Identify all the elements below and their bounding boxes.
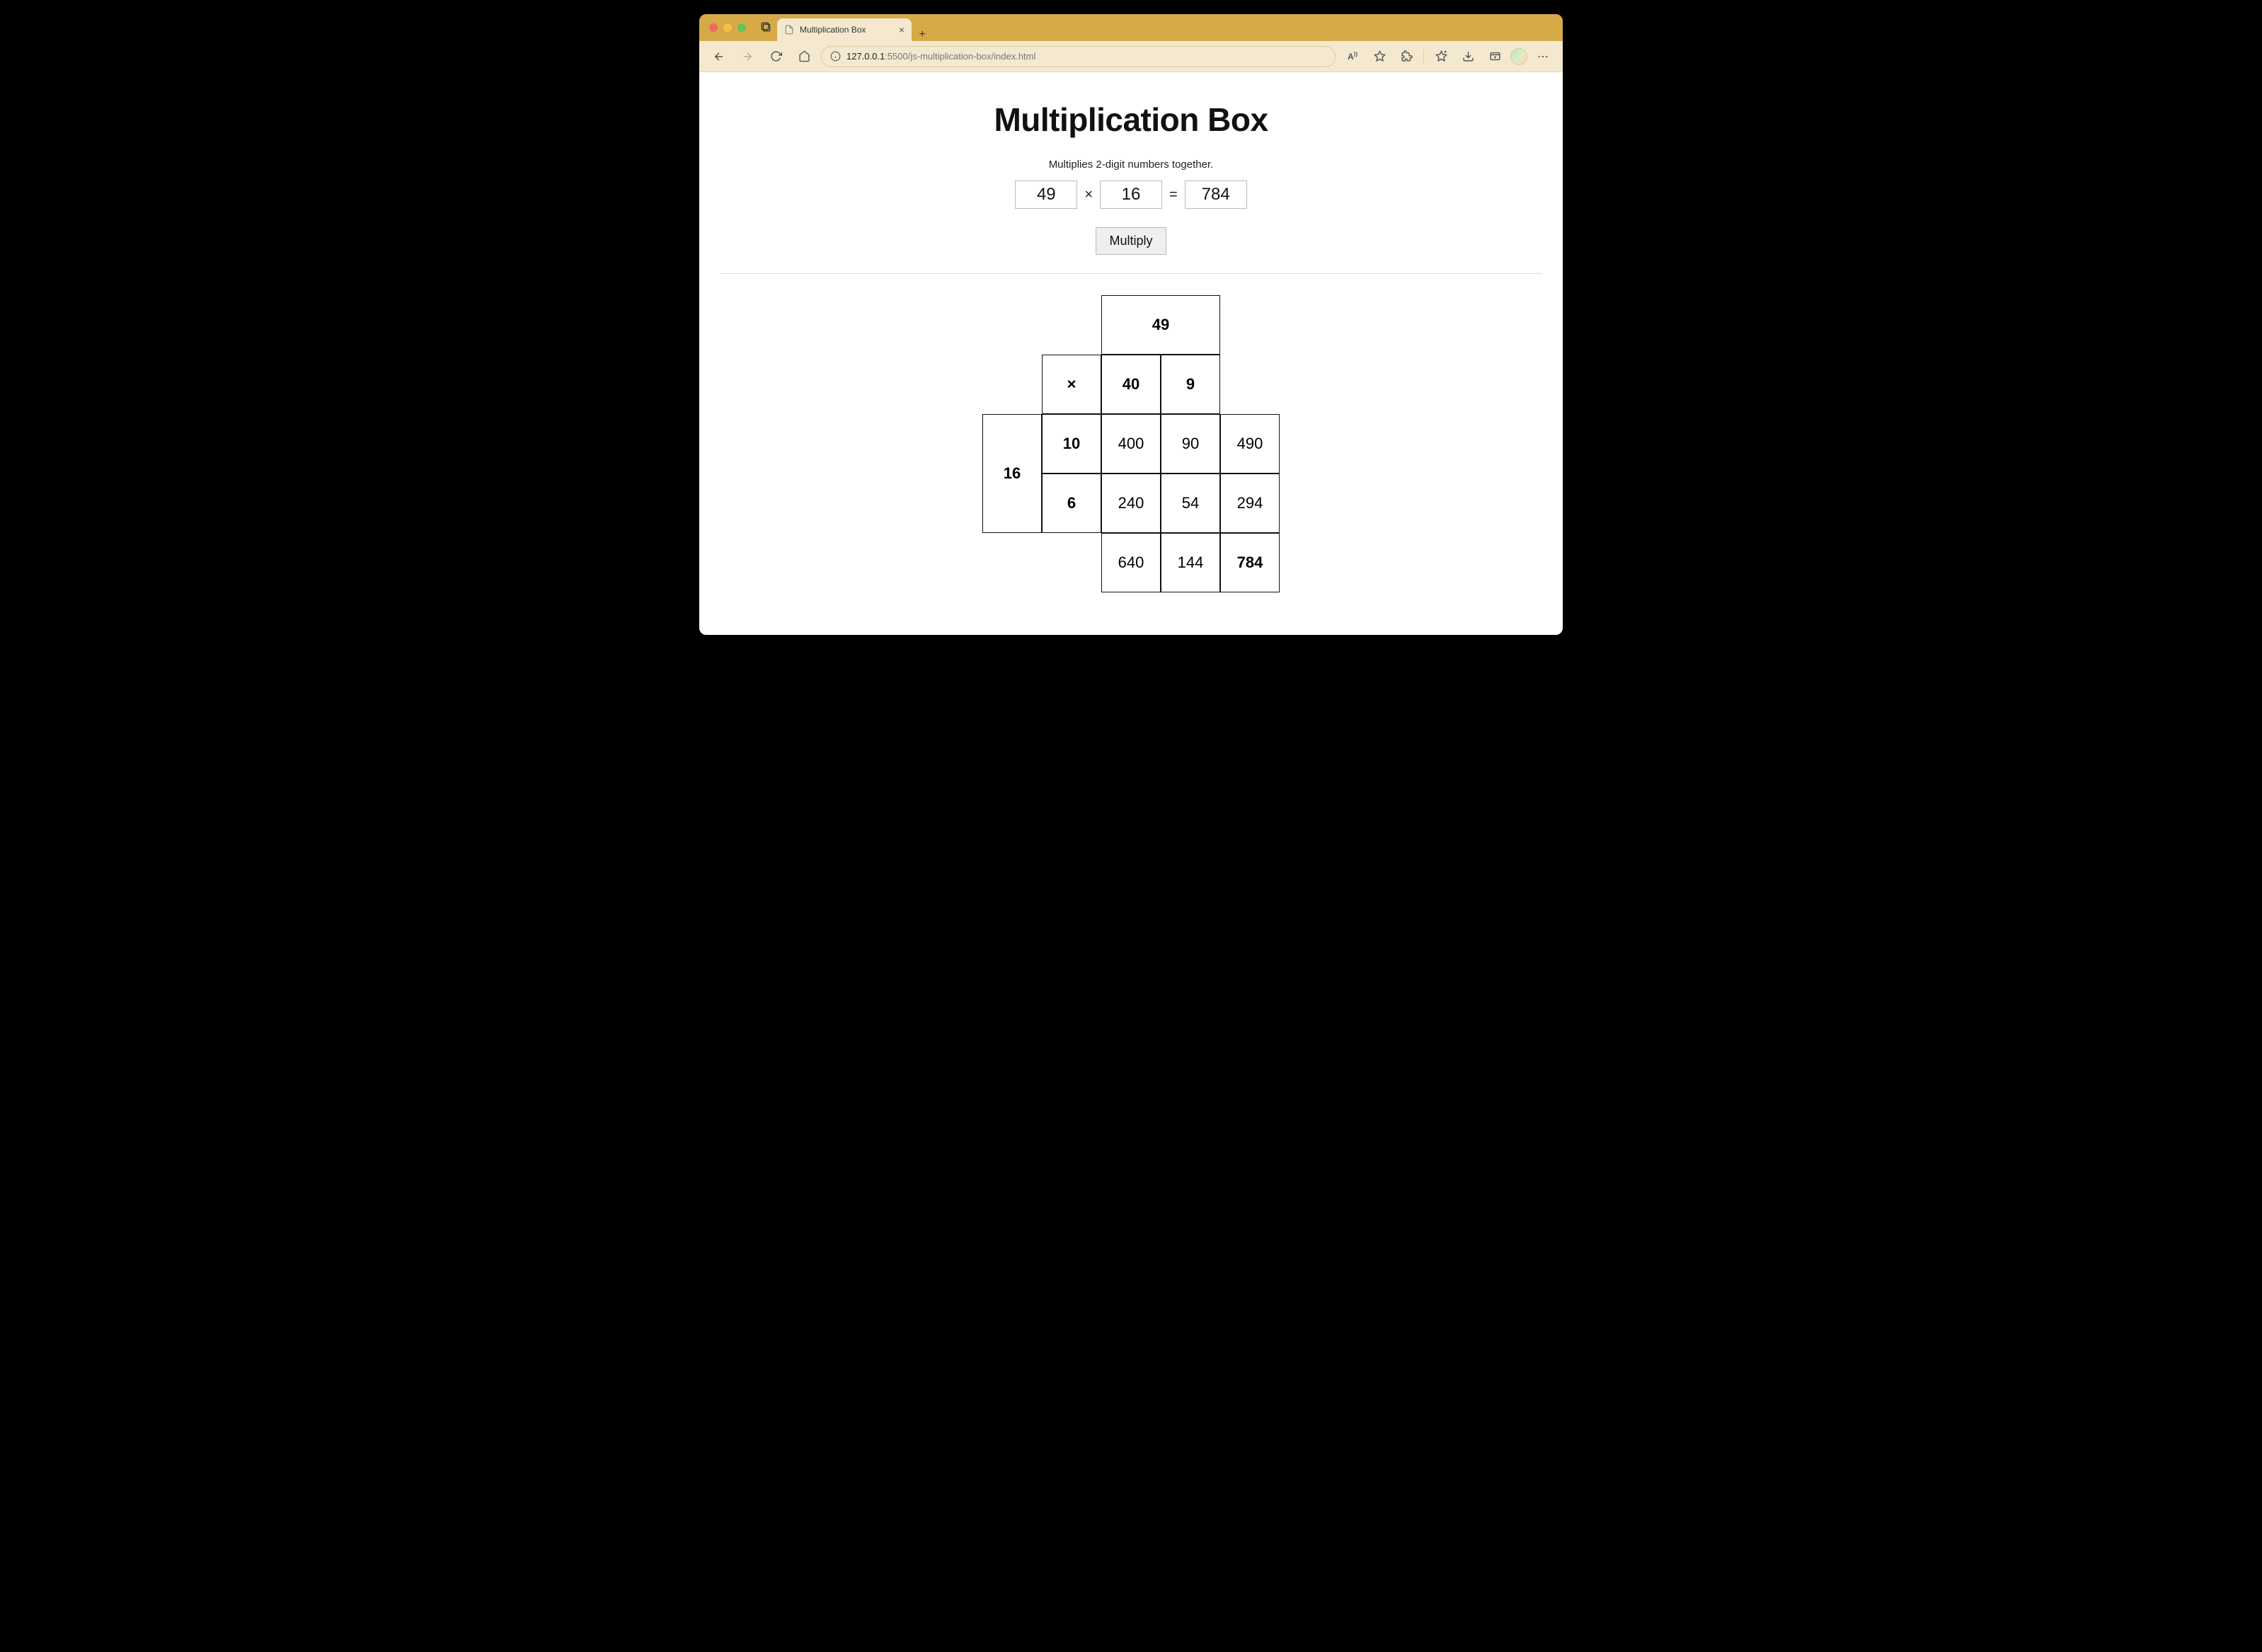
lattice-a-tens: 40	[1101, 355, 1161, 414]
page-content: Multiplication Box Multiplies 2-digit nu…	[699, 72, 1563, 635]
tab-title: Multiplication Box	[800, 25, 893, 35]
lattice-b-header: 16	[982, 414, 1042, 533]
download-icon	[1462, 50, 1474, 62]
collections-button[interactable]	[1483, 45, 1506, 68]
toolbar-divider	[1423, 50, 1424, 64]
tab-strip: Multiplication Box × +	[777, 14, 1563, 41]
page-icon	[784, 25, 794, 35]
url-text: 127.0.0.1:5500/js-multiplication-box/ind…	[846, 51, 1035, 62]
titlebar: Multiplication Box × +	[699, 14, 1563, 41]
close-tab-button[interactable]: ×	[899, 25, 905, 35]
arrow-right-icon	[741, 50, 754, 63]
separator	[720, 273, 1542, 274]
read-aloud-icon: A))	[1348, 51, 1357, 62]
more-button[interactable]	[1532, 45, 1554, 68]
url-path: :5500/js-multiplication-box/index.html	[885, 51, 1035, 62]
read-aloud-button[interactable]: A))	[1341, 45, 1364, 68]
lattice-colsum-144: 144	[1161, 533, 1220, 592]
lattice-b-ones: 6	[1042, 474, 1101, 533]
tab-overview-button[interactable]	[756, 14, 777, 41]
close-window-button[interactable]	[709, 23, 718, 32]
collections-icon	[1489, 50, 1501, 62]
lattice-grid: 49 × 40 9 16 10 400 90 490 6 240 54 294	[982, 295, 1280, 592]
puzzle-icon	[1401, 50, 1413, 62]
lattice-rowsum-490: 490	[1220, 414, 1280, 474]
lattice-container: 49 × 40 9 16 10 400 90 490 6 240 54 294	[720, 295, 1542, 592]
profile-avatar[interactable]	[1510, 48, 1527, 65]
equals-symbol: =	[1169, 187, 1178, 203]
new-tab-button[interactable]: +	[912, 28, 933, 41]
page-subtitle: Multiplies 2-digit numbers together.	[720, 159, 1542, 171]
lattice-empty	[1220, 295, 1280, 355]
lattice-b-tens: 10	[1042, 414, 1101, 474]
browser-tab-active[interactable]: Multiplication Box ×	[777, 18, 912, 41]
lattice-a-header: 49	[1101, 295, 1220, 355]
browser-window: Multiplication Box × + 127.0.0.1:5500/js…	[699, 14, 1563, 635]
lattice-p-240: 240	[1101, 474, 1161, 533]
lattice-rowsum-294: 294	[1220, 474, 1280, 533]
lattice-empty	[1042, 295, 1101, 355]
home-button[interactable]	[793, 45, 815, 68]
star-plus-icon	[1435, 50, 1447, 62]
lattice-empty	[1220, 355, 1280, 414]
star-icon	[1374, 50, 1386, 62]
lattice-times-corner: ×	[1042, 355, 1101, 414]
lattice-p-400: 400	[1101, 414, 1161, 474]
multiply-button[interactable]: Multiply	[1096, 227, 1166, 255]
result-box: 784	[1185, 180, 1247, 209]
forward-button[interactable]	[736, 45, 759, 68]
minimize-window-button[interactable]	[723, 23, 732, 32]
lattice-total: 784	[1220, 533, 1280, 592]
downloads-button[interactable]	[1457, 45, 1479, 68]
tab-stack-icon	[761, 22, 772, 33]
more-icon	[1537, 50, 1549, 63]
browser-toolbar: 127.0.0.1:5500/js-multiplication-box/ind…	[699, 41, 1563, 72]
url-host: 127.0.0.1	[846, 51, 885, 62]
times-symbol: ×	[1084, 187, 1093, 203]
address-bar[interactable]: 127.0.0.1:5500/js-multiplication-box/ind…	[821, 46, 1336, 67]
maximize-window-button[interactable]	[737, 23, 746, 32]
favorites-bar-button[interactable]	[1430, 45, 1452, 68]
lattice-empty	[1042, 533, 1101, 592]
lattice-colsum-640: 640	[1101, 533, 1161, 592]
lattice-p-90: 90	[1161, 414, 1220, 474]
lattice-empty	[982, 295, 1042, 355]
site-info-icon	[830, 51, 841, 62]
extensions-button[interactable]	[1395, 45, 1418, 68]
favorite-button[interactable]	[1368, 45, 1391, 68]
input-b[interactable]	[1100, 180, 1162, 209]
lattice-empty	[982, 533, 1042, 592]
toolbar-right: A))	[1341, 45, 1554, 68]
arrow-left-icon	[713, 50, 725, 63]
lattice-empty	[982, 355, 1042, 414]
calculator-row: × = 784	[720, 180, 1542, 209]
back-button[interactable]	[708, 45, 730, 68]
home-icon	[798, 50, 810, 62]
refresh-icon	[770, 50, 782, 62]
window-controls	[699, 14, 756, 41]
page-title: Multiplication Box	[720, 101, 1542, 139]
input-a[interactable]	[1015, 180, 1077, 209]
lattice-p-54: 54	[1161, 474, 1220, 533]
refresh-button[interactable]	[764, 45, 787, 68]
lattice-a-ones: 9	[1161, 355, 1220, 414]
